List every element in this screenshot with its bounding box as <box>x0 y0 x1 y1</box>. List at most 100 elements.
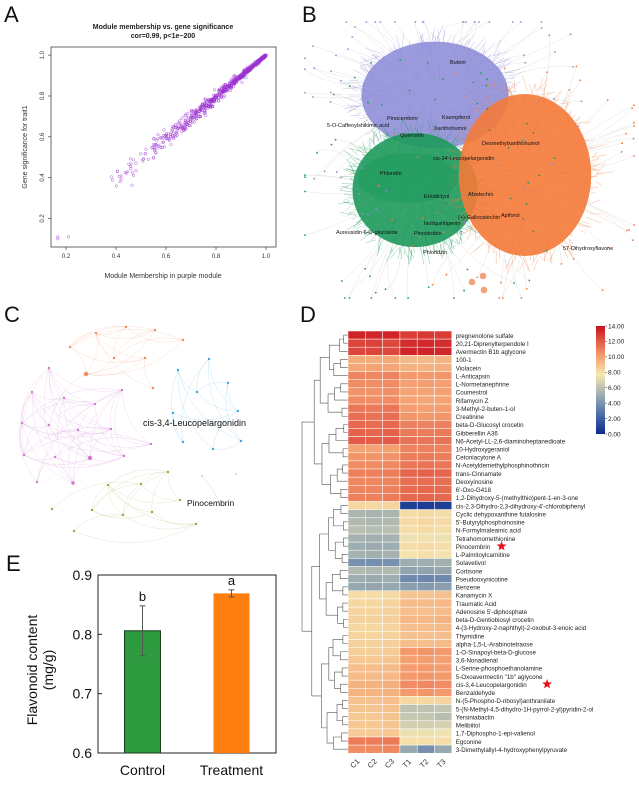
network-edge <box>356 157 361 162</box>
network-edge <box>569 233 573 237</box>
network-edge <box>384 217 389 235</box>
heatmap-cell <box>347 720 366 730</box>
network-node <box>520 297 523 299</box>
row-label: 20,21-Diprenylterpendole I <box>456 341 529 348</box>
network-edge <box>373 102 387 106</box>
network-edge <box>481 49 486 57</box>
network-edge <box>540 100 544 111</box>
network-node <box>463 221 466 224</box>
network-node <box>195 390 199 394</box>
network-edge <box>437 24 444 39</box>
network-edge <box>571 210 578 222</box>
network-edge <box>404 63 413 75</box>
network-edge <box>498 180 513 182</box>
network-edge <box>531 249 535 256</box>
heatmap-cell <box>434 444 453 454</box>
heatmap-cell <box>365 728 383 738</box>
network-edge <box>423 40 430 48</box>
heatmap-cell <box>365 460 383 470</box>
heatmap-cell <box>434 379 453 389</box>
network-edge <box>393 208 402 223</box>
heatmap-cell <box>347 566 366 575</box>
heatmap-cells <box>347 330 453 754</box>
network-edge <box>506 85 514 96</box>
network-edge <box>419 116 428 130</box>
network-node <box>330 143 333 146</box>
heatmap-cell <box>347 387 366 397</box>
heatmap-cell <box>382 460 401 470</box>
network-node <box>579 79 582 82</box>
network-edge <box>356 216 367 225</box>
scatter-point <box>203 105 207 109</box>
network-edge <box>480 158 488 162</box>
network-edge <box>558 232 566 239</box>
network-edge <box>114 389 125 457</box>
network-edge <box>23 454 91 466</box>
network-node <box>394 297 397 299</box>
network-edge <box>469 46 477 52</box>
network-node <box>465 21 467 23</box>
network-edge <box>85 357 115 375</box>
network-edge <box>528 140 534 152</box>
scatter-point <box>166 131 170 136</box>
heatmap-cell <box>382 655 401 665</box>
network-edge <box>442 135 449 143</box>
network-edge <box>31 391 50 426</box>
network-edge <box>44 367 74 484</box>
network-node <box>540 21 543 23</box>
network-edge <box>516 190 522 195</box>
scatter-point <box>230 81 234 85</box>
network-edge <box>21 367 50 456</box>
network-edge <box>574 116 581 123</box>
scatter-point <box>209 99 214 103</box>
network-edge <box>381 124 391 139</box>
network-edge <box>437 210 450 214</box>
network-node <box>427 286 430 289</box>
scatter-points <box>56 53 268 241</box>
network-edge <box>381 150 390 153</box>
network-node <box>519 21 522 23</box>
heatmap-cell <box>347 436 366 445</box>
network-edge <box>386 63 396 78</box>
heatmap-cell <box>434 501 453 510</box>
network-edge <box>474 125 487 138</box>
heatmap-cell <box>434 720 453 730</box>
network-edge <box>483 69 488 73</box>
network-edge <box>440 135 443 146</box>
plot-frame <box>97 574 277 754</box>
heatmap-cell <box>399 720 418 730</box>
network-edge <box>539 78 544 90</box>
network-edge <box>403 71 413 83</box>
heatmap-cell <box>434 614 453 624</box>
network-node <box>369 275 371 278</box>
network-edge <box>488 72 493 75</box>
heatmap-cell <box>399 395 418 405</box>
network-node <box>633 125 635 127</box>
network-hub-node <box>480 286 488 294</box>
row-label: Pinocembrin <box>456 544 491 551</box>
network-edge <box>388 96 401 98</box>
dendrogram-branch <box>340 651 348 661</box>
network-edge <box>407 63 410 71</box>
heatmap-cell <box>434 395 453 405</box>
heatmap-cell <box>434 574 453 583</box>
heatmap-cell <box>382 420 401 429</box>
row-label: 4-(3-Hydroxy-2-naphthyl)-2-oxobut-3-enoi… <box>456 625 587 632</box>
network-edge <box>531 207 546 218</box>
network-edge <box>513 83 516 91</box>
row-labels: pregnenolone sulfate20,21-Diprenylterpen… <box>456 333 594 754</box>
network-edge <box>450 140 463 150</box>
network-node <box>418 235 421 238</box>
network-edge <box>419 210 424 224</box>
network-edge <box>408 247 410 265</box>
network-node <box>367 213 369 216</box>
heatmap-cell <box>382 574 401 583</box>
scatter-point <box>219 88 223 92</box>
network-edge <box>201 475 221 506</box>
network-edge <box>21 422 50 428</box>
dendrogram-branch <box>340 359 348 368</box>
panel-letter-a: A <box>4 2 19 27</box>
network-node <box>122 454 126 458</box>
heatmap-cell <box>382 517 401 527</box>
network-edge <box>480 159 487 162</box>
